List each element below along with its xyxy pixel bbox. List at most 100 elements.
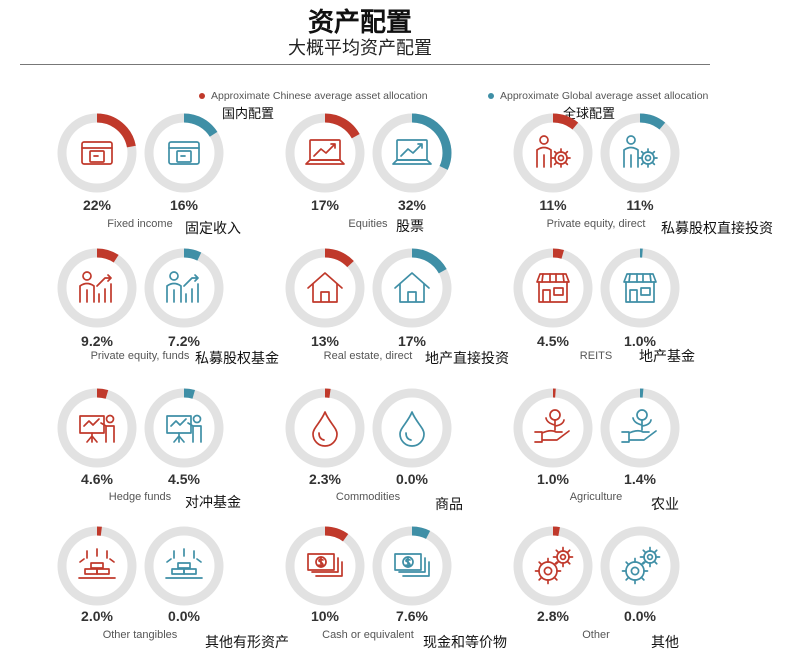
legend-china-label: Approximate Chinese average asset alloca… [211,90,428,102]
category-5-china-value: 4.5% [537,333,569,349]
category-8-label-zh: 农业 [651,496,679,512]
category-6-global-track [144,388,224,468]
category-5-global-track [600,248,680,328]
drop-icon [312,411,338,447]
category-11-global-track [600,526,680,606]
laptop-chart-icon [392,139,432,165]
storefront-icon [536,273,570,303]
category-2-global-arc [600,113,680,193]
category-3-china-donut [57,248,137,328]
category-5-label-zh: 地产基金 [639,348,695,364]
category-0-global-value: 16% [169,197,199,213]
category-7-china-track [285,388,365,468]
category-7-china-value: 2.3% [309,471,341,487]
category-4-label-zh: 地产直接投资 [425,350,509,366]
category-6-global-donut [144,388,224,468]
person-bar-chart-icon [79,271,112,303]
gold-bars-icon [165,548,203,579]
category-7-label-zh: 商品 [435,496,463,512]
cash-stack-icon [394,553,430,577]
category-1-china-arc [285,113,365,193]
house-icon [394,272,430,303]
category-1-label: Equities [348,218,388,230]
category-9-china-arc [57,526,137,606]
legend-global-label-zh: 全球配置 [563,106,616,121]
category-6-label-zh: 对冲基金 [185,494,241,510]
gears-icon [534,546,574,585]
category-4-label: Real estate, direct [323,350,413,362]
legend-global-dot [488,93,494,100]
legend-china-label-zh: 国内配置 [222,106,275,121]
category-2-label-zh: 私募股权直接投资 [661,220,773,236]
category-11-china-track [513,526,593,606]
category-5-global-value: 1.0% [624,333,656,349]
gold-bars-icon [78,548,116,579]
category-1-global-arc [372,113,452,193]
category-0-china-donut [57,113,137,193]
category-7-global-track [372,388,452,468]
category-0-china-arc [57,113,137,193]
category-3-label: Private equity, funds [90,350,190,362]
category-8-global-arc [600,388,680,468]
category-9-china-value: 2.0% [81,608,113,624]
category-5-global-arc [600,248,680,328]
category-6-china-track [57,388,137,468]
category-8-global-value: 1.4% [624,471,656,487]
house-icon [307,272,343,303]
category-4-global-donut [372,248,452,328]
category-9-global-track [144,526,224,606]
category-10-china-donut [285,526,365,606]
category-6-label: Hedge funds [108,491,172,503]
hand-plant-icon [621,409,657,443]
category-6-china-donut [57,388,137,468]
category-1-china-value: 17% [310,197,340,213]
legend-global: Approximate Global average asset allocat… [488,90,708,102]
category-5-china-track [513,248,593,328]
category-2-global-donut [600,113,680,193]
page-subtitle: 大概平均资产配置 [288,38,432,59]
category-4-china-donut [285,248,365,328]
category-9-china-track [57,526,137,606]
category-9-global-donut [144,526,224,606]
category-7-china-donut [285,388,365,468]
category-5-china-arc [513,248,593,328]
category-2-china-track [513,113,593,193]
category-2-china-donut [513,113,593,193]
category-3-global-track [144,248,224,328]
category-6-china-arc [57,388,137,468]
category-7-global-donut [372,388,452,468]
category-4-china-value: 13% [310,333,340,349]
category-5-label: REITS [579,350,613,362]
legend-china-dot [199,93,205,100]
category-10-china-value: 10% [310,608,340,624]
gears-icon [621,546,661,585]
category-10-global-donut [372,526,452,606]
category-0-china-value: 22% [82,197,112,213]
person-gear-icon [623,135,658,168]
person-gear-icon [536,135,571,168]
category-8-china-value: 1.0% [537,471,569,487]
category-1-china-donut [285,113,365,193]
atm-card-icon [168,141,200,165]
category-10-label: Cash or equivalent [322,629,414,641]
category-0-global-arc [144,113,224,193]
category-9-label: Other tangibles [102,629,178,641]
category-11-label-zh: 其他 [651,634,679,650]
category-7-global-value: 0.0% [396,471,428,487]
drop-icon [399,411,425,447]
category-7-label: Commodities [335,491,401,503]
category-10-china-arc [285,526,365,606]
category-8-global-donut [600,388,680,468]
category-3-global-donut [144,248,224,328]
category-8-china-track [513,388,593,468]
category-6-china-value: 4.6% [81,471,113,487]
category-4-global-arc [372,248,452,328]
category-0-label-zh: 固定收入 [185,220,241,236]
category-8-china-arc [513,388,593,468]
atm-card-icon [81,141,113,165]
category-9-global-value: 0.0% [168,608,200,624]
cash-stack-icon [307,553,343,577]
category-10-global-value: 7.6% [396,608,428,624]
category-3-china-arc [57,248,137,328]
